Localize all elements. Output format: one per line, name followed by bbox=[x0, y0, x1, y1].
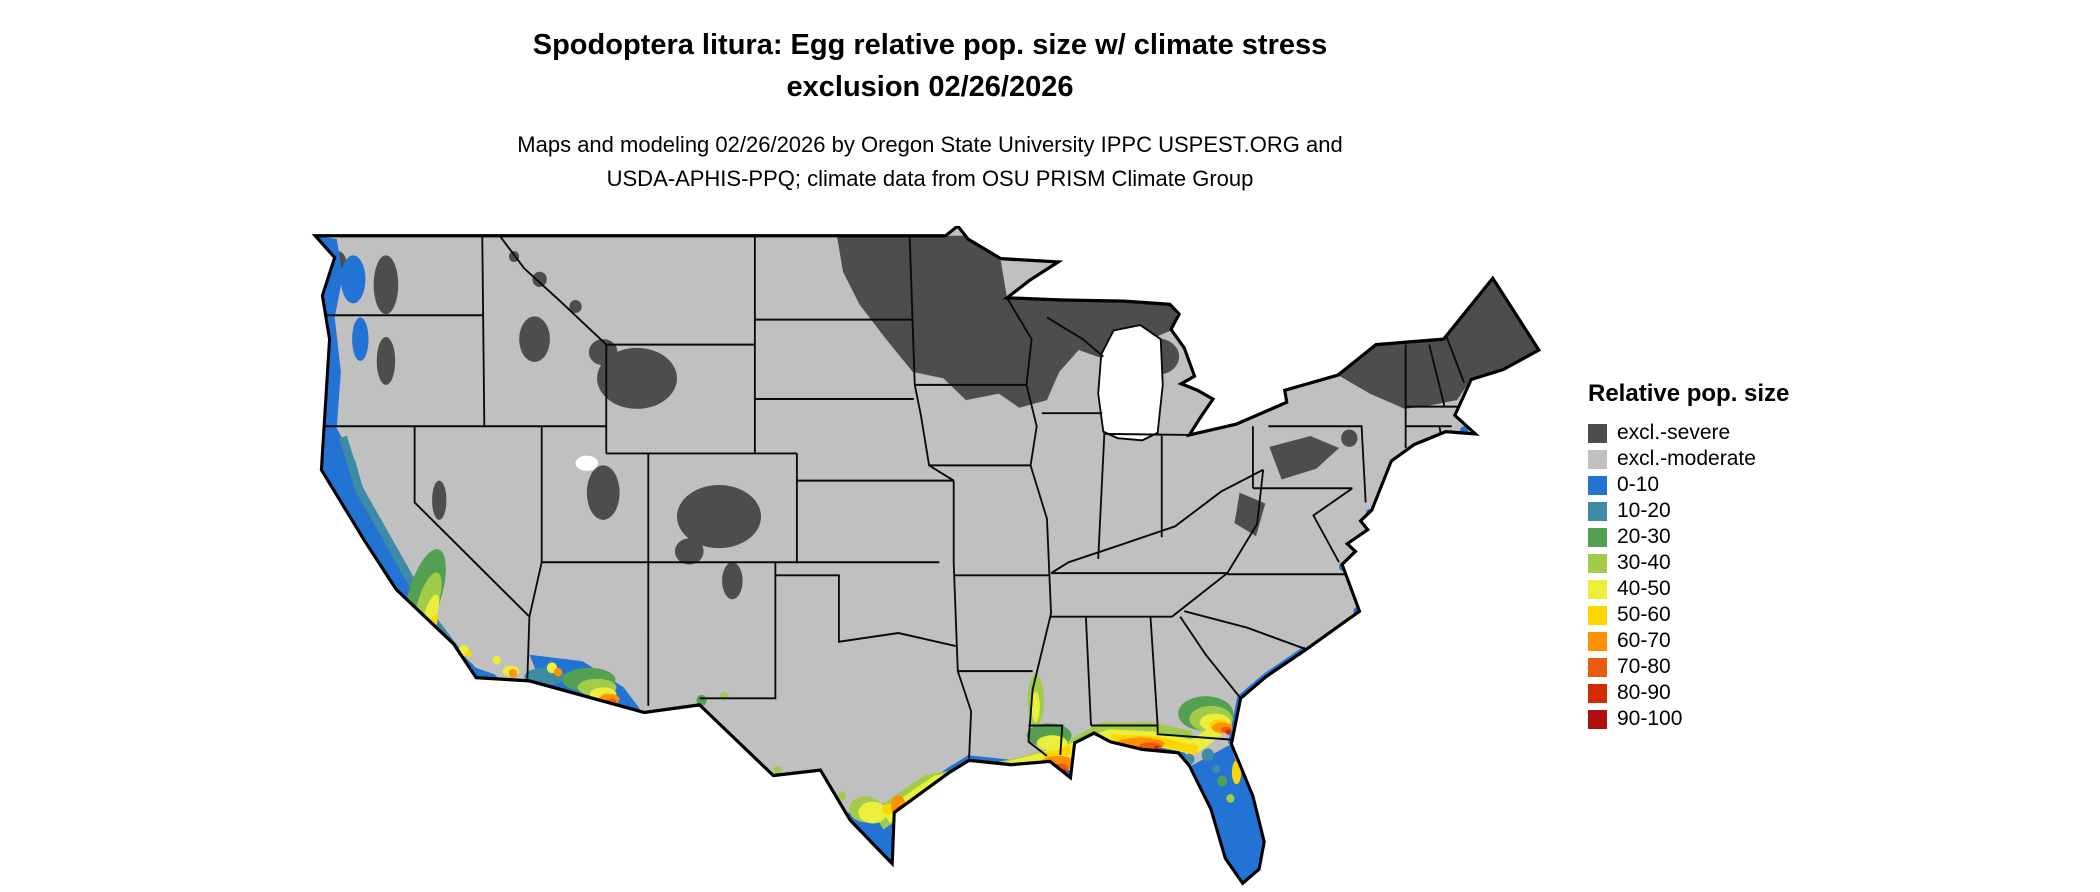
legend-item-label: 90-100 bbox=[1617, 707, 1683, 730]
legend-swatch bbox=[1588, 579, 1607, 599]
legend-item-label: 30-40 bbox=[1617, 551, 1671, 574]
subtitle-line-1: Maps and modeling 02/26/2026 by Oregon S… bbox=[517, 132, 1343, 157]
legend-item-label: 50-60 bbox=[1617, 603, 1671, 626]
legend-swatch bbox=[1588, 423, 1607, 443]
legend-item: 80-90 bbox=[1588, 680, 1789, 706]
title-line-2: exclusion 02/26/2026 bbox=[786, 71, 1074, 103]
map-header: Spodoptera litura: Egg relative pop. siz… bbox=[0, 24, 1860, 196]
us-map-container bbox=[306, 226, 1544, 892]
legend-swatch bbox=[1588, 553, 1607, 573]
legend-item: 0-10 bbox=[1588, 472, 1789, 498]
legend-item: 30-40 bbox=[1588, 550, 1789, 576]
legend-item: excl.-severe bbox=[1588, 420, 1789, 446]
legend-swatch bbox=[1588, 657, 1607, 677]
us-outline bbox=[311, 226, 1542, 886]
legend-item-label: 40-50 bbox=[1617, 577, 1671, 600]
map-subtitle: Maps and modeling 02/26/2026 by Oregon S… bbox=[0, 128, 1860, 196]
legend-swatch bbox=[1588, 501, 1607, 521]
legend-swatch bbox=[1588, 475, 1607, 495]
legend-item-label: 20-30 bbox=[1617, 525, 1671, 548]
legend-swatch bbox=[1588, 527, 1607, 547]
page-title: Spodoptera litura: Egg relative pop. siz… bbox=[0, 24, 1860, 108]
legend-items: excl.-severe excl.-moderate 0-10 10-20 20-30… bbox=[1588, 420, 1789, 732]
legend: Relative pop. size excl.-severe excl.-mod… bbox=[1588, 380, 1789, 732]
legend-swatch bbox=[1588, 631, 1607, 651]
legend-item-label: 10-20 bbox=[1617, 499, 1671, 522]
legend-item: 50-60 bbox=[1588, 602, 1789, 628]
us-choropleth-map bbox=[311, 226, 1542, 886]
legend-title: Relative pop. size bbox=[1588, 380, 1790, 407]
legend-item: 20-30 bbox=[1588, 524, 1789, 550]
legend-item-label: 70-80 bbox=[1617, 655, 1671, 678]
legend-item-label: excl.-severe bbox=[1617, 421, 1731, 444]
legend-item: 40-50 bbox=[1588, 576, 1789, 602]
title-line-1: Spodoptera litura: Egg relative pop. siz… bbox=[532, 29, 1328, 61]
legend-item: 90-100 bbox=[1588, 706, 1789, 732]
great-salt-lake bbox=[575, 455, 599, 471]
legend-swatch bbox=[1588, 449, 1607, 469]
legend-item: excl.-moderate bbox=[1588, 446, 1789, 472]
legend-item: 70-80 bbox=[1588, 654, 1789, 680]
legend-swatch bbox=[1588, 709, 1607, 729]
legend-swatch bbox=[1588, 605, 1607, 625]
legend-item-label: 80-90 bbox=[1617, 681, 1671, 704]
subtitle-line-2: USDA-APHIS-PPQ; climate data from OSU PR… bbox=[606, 166, 1254, 191]
lake-michigan bbox=[1097, 323, 1164, 442]
legend-item-label: excl.-moderate bbox=[1617, 447, 1756, 470]
legend-item: 60-70 bbox=[1588, 628, 1789, 654]
legend-item-label: 0-10 bbox=[1617, 473, 1660, 496]
legend-item-label: 60-70 bbox=[1617, 629, 1671, 652]
legend-swatch bbox=[1588, 683, 1607, 703]
legend-item: 10-20 bbox=[1588, 498, 1789, 524]
